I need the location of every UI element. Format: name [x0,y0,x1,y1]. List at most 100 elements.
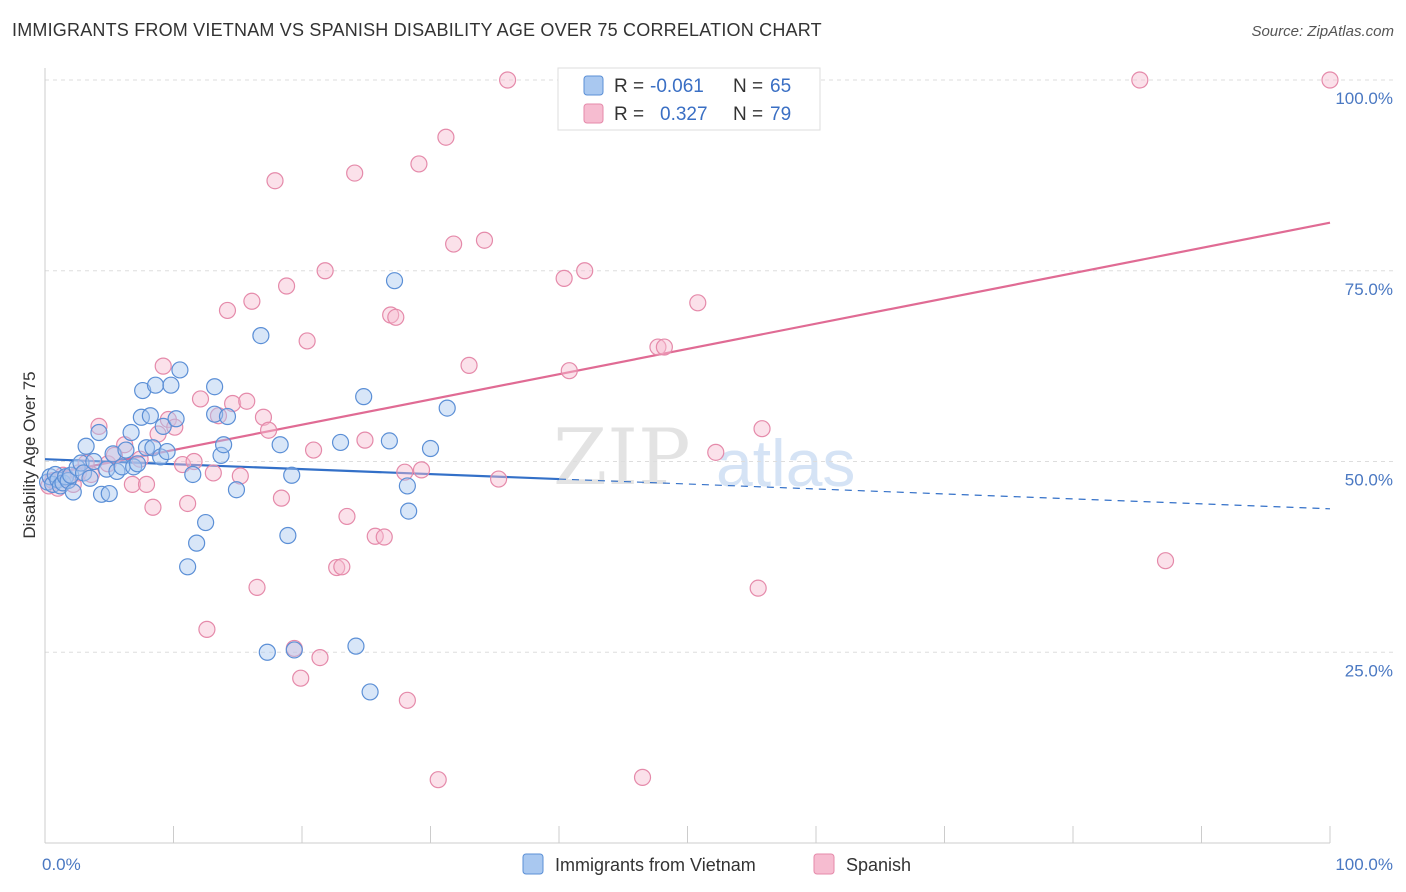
grid-lines [45,79,1395,653]
spanish-point-43 [311,648,329,667]
spanish-point-46 [333,558,351,576]
vietnam-point-60 [380,432,398,450]
legend-r-label-2: R = [614,104,644,125]
spanish-point-30 [231,467,249,485]
vietnam-point-35 [154,417,172,436]
legend-n-value-1: 65 [770,76,791,97]
spanish-point-75 [1131,71,1149,89]
spanish-point-22 [179,494,197,513]
spanish-point-16 [144,498,162,516]
spanish-point-9 [90,417,108,436]
legend-r-value-1: -0.061 [650,76,704,97]
vietnam-point-52 [271,436,289,454]
bottom-legend: Immigrants from Vietnam Spanish [522,853,911,875]
spanish-point-67 [576,262,594,280]
y-tick-label-0: 25.0% [1345,661,1393,680]
tick-labels: 25.0% 50.0% 75.0% 100.0% 0.0% 100.0% [42,89,1393,874]
spanish-point-37 [272,489,291,507]
vietnam-point-14 [77,437,95,455]
vietnam-point-46 [212,446,230,464]
spanish-point-74 [753,420,771,438]
spanish-point-42 [304,441,323,459]
vietnam-point-39 [171,361,189,379]
vietnam-point-57 [347,637,365,655]
vietnam-point-16 [85,452,103,471]
vietnam-point-50 [252,327,270,345]
legend-r-label-1: R = [614,76,644,97]
bottom-legend-label-spanish: Spanish [846,855,911,875]
bottom-legend-swatch-vietnam [522,853,544,875]
spanish-point-70 [655,338,673,356]
spanish-point-36 [266,172,284,190]
vietnam-point-27 [128,455,147,473]
chart-title: IMMIGRANTS FROM VIETNAM VS SPANISH DISAB… [12,20,822,40]
vietnam-point-65 [438,399,456,417]
spanish-point-56 [410,155,428,173]
spanish-point-45 [328,558,346,577]
vietnam-point-64 [421,439,440,458]
vietnam-point-17 [90,423,108,442]
vietnam-point-31 [141,407,159,425]
vietnam-point-51 [258,643,276,661]
spanish-point-31 [238,392,256,410]
x-tick-label-0: 0.0% [42,855,81,874]
spanish-point-61 [460,356,478,374]
spanish-point-64 [499,71,517,89]
vietnam-point-25 [122,423,140,442]
vietnam-point-10 [64,483,82,501]
spanish-point-41 [298,332,316,350]
spanish-point-15 [137,475,156,493]
vietnam-point-43 [197,513,215,532]
spanish-point-53 [387,308,405,326]
spanish-point-48 [346,164,364,182]
vietnam-point-53 [279,526,297,545]
vietnam-trend-line-extension [558,478,1331,510]
spanish-point-40 [292,669,310,687]
legend-n-value-2: 79 [770,104,791,125]
watermark-zip: ZIP [553,413,691,503]
legend-n-label-2: N = [733,104,763,125]
spanish-point-32 [243,292,261,310]
vietnam-point-41 [184,465,202,484]
y-tick-label-1: 50.0% [1345,471,1393,490]
spanish-point-72 [707,443,725,461]
spanish-point-18 [154,357,172,375]
vietnam-point-49 [227,481,246,499]
vietnam-point-59 [361,683,379,701]
vietnam-point-29 [134,381,152,400]
spanish-point-63 [490,470,508,488]
vietnam-point-37 [162,376,180,394]
spanish-point-29 [224,394,242,413]
vietnam-point-58 [355,388,373,406]
spanish-point-58 [429,771,447,789]
spanish-point-65 [555,269,573,287]
spanish-point-28 [218,301,237,320]
watermark-atlas: atlas [716,426,855,500]
spanish-point-38 [277,277,296,295]
top-legend: R = -0.061 N = 65 R = 0.327 N = 79 [557,67,821,131]
spanish-trend-line [44,221,1331,477]
vietnam-point-44 [206,378,224,396]
spanish-point-59 [437,128,455,146]
legend-n-label-1: N = [733,76,763,97]
vietnam-point-22 [108,462,126,481]
spanish-point-23 [185,452,203,471]
y-tick-label-2: 75.0% [1345,280,1393,299]
spanish-point-76 [1156,552,1175,570]
spanish-point-35 [259,421,278,439]
y-tick-label-3: 100.0% [1335,89,1393,108]
legend-swatch-spanish [583,103,604,124]
vietnam-points [38,272,456,701]
trend-lines [44,221,1331,510]
vietnam-point-56 [331,433,350,452]
spanish-point-50 [366,527,384,545]
spanish-point-55 [398,691,416,709]
spanish-point-77 [1321,71,1339,89]
spanish-point-73 [749,579,767,597]
vietnam-point-33 [146,376,165,394]
vietnam-point-24 [117,441,135,459]
spanish-point-25 [198,620,216,638]
spanish-point-60 [445,235,463,253]
axes [44,68,1331,844]
vietnam-point-61 [385,272,404,290]
